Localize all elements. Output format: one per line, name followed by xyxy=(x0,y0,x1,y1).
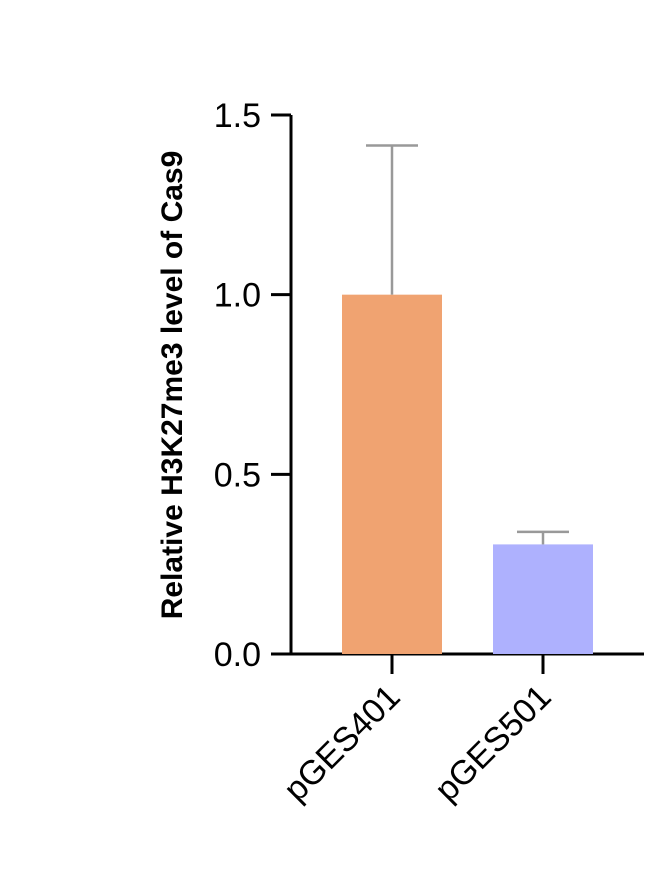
y-axis-title: Relative H3K27me3 level of Cas9 xyxy=(156,151,189,620)
x-tick-label-pGES501: pGES501 xyxy=(428,678,559,809)
bars-group xyxy=(342,294,593,654)
y-tick-label-1.5: 1.5 xyxy=(214,97,261,135)
bar-pGES501 xyxy=(493,544,593,654)
y-tick-label-0.0: 0.0 xyxy=(214,636,261,674)
y-tick-label-0.5: 0.5 xyxy=(214,456,261,494)
y-tick-label-1.0: 1.0 xyxy=(214,277,261,315)
error-bars-group xyxy=(366,144,569,545)
x-tick-label-pGES401: pGES401 xyxy=(277,678,408,809)
bar-pGES401 xyxy=(342,294,442,654)
